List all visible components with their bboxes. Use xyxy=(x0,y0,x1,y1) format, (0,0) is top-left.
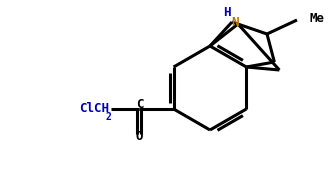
Text: ClCH: ClCH xyxy=(79,102,109,115)
Text: C: C xyxy=(136,98,144,111)
Text: H: H xyxy=(223,5,231,18)
Text: O: O xyxy=(136,130,144,143)
Text: 2: 2 xyxy=(106,112,112,122)
Text: =: = xyxy=(132,116,147,126)
Text: N: N xyxy=(231,16,239,29)
Text: Me: Me xyxy=(309,12,324,25)
